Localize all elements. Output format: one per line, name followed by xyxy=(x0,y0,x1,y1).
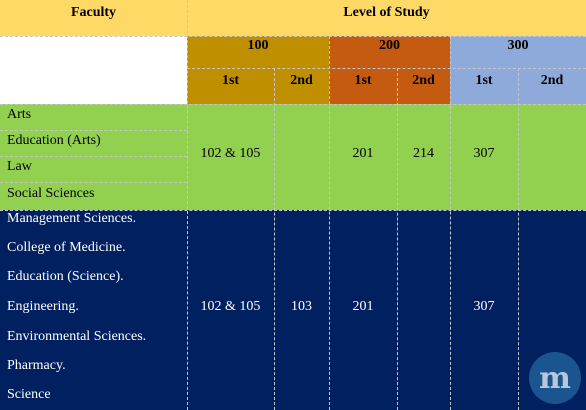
faculty-name: Law xyxy=(7,159,32,174)
course-100-2nd: 103 xyxy=(291,299,312,314)
grid-line xyxy=(0,210,586,211)
faculty-name: Engineering. xyxy=(7,299,79,314)
grid-line xyxy=(0,104,586,105)
faculty-name: College of Medicine. xyxy=(7,240,126,255)
grid-line xyxy=(187,0,188,410)
faculty-header: Faculty xyxy=(70,5,117,20)
semester-300-2nd: 2nd xyxy=(540,73,564,88)
grid-line xyxy=(0,130,187,131)
grid-line xyxy=(187,68,586,69)
grid-line xyxy=(518,68,519,410)
faculty-name: Social Sciences xyxy=(7,186,95,201)
faculty-name: Arts xyxy=(7,107,32,122)
faculty-name: Environmental Sciences. xyxy=(7,329,147,344)
course-200-1st: 201 xyxy=(352,299,374,314)
faculty-name: Management Sciences. xyxy=(7,211,137,226)
faculty-name: Science xyxy=(7,387,51,402)
grid-line xyxy=(0,36,586,37)
grid-line xyxy=(450,36,451,410)
semester-300-1st: 1st xyxy=(475,73,493,88)
level-200-block xyxy=(329,36,450,104)
course-100-1st: 102 & 105 xyxy=(200,299,261,314)
header-blank-cell xyxy=(0,36,187,104)
course-200-1st: 201 xyxy=(352,146,374,161)
faculty-name: Pharmacy. xyxy=(7,358,66,373)
level-100-label: 100 xyxy=(247,38,269,53)
level-300-label: 300 xyxy=(507,38,529,53)
faculty-name: Education (Arts) xyxy=(7,133,101,148)
header-row xyxy=(0,0,586,36)
course-100-1st: 102 & 105 xyxy=(200,146,261,161)
grid-line xyxy=(0,182,187,183)
blue-group-row xyxy=(0,210,586,410)
semester-100-1st: 1st xyxy=(221,73,240,88)
faculty-name: Education (Science). xyxy=(7,269,124,284)
semester-200-2nd: 2nd xyxy=(412,73,435,88)
grid-line xyxy=(274,68,275,410)
semester-200-1st: 1st xyxy=(354,73,372,88)
grid-line xyxy=(329,36,330,410)
myschool-logo-icon: m xyxy=(529,352,581,404)
level-of-study-header: Level of Study xyxy=(343,5,430,20)
level-200-label: 200 xyxy=(379,38,400,53)
grid-line xyxy=(0,156,187,157)
course-200-2nd: 214 xyxy=(413,146,434,161)
course-300-1st: 307 xyxy=(473,299,495,314)
level-100-block xyxy=(187,36,329,104)
grid-line xyxy=(397,68,398,410)
semester-100-2nd: 2nd xyxy=(290,73,313,88)
course-300-1st: 307 xyxy=(473,146,495,161)
green-group-row xyxy=(0,104,586,210)
